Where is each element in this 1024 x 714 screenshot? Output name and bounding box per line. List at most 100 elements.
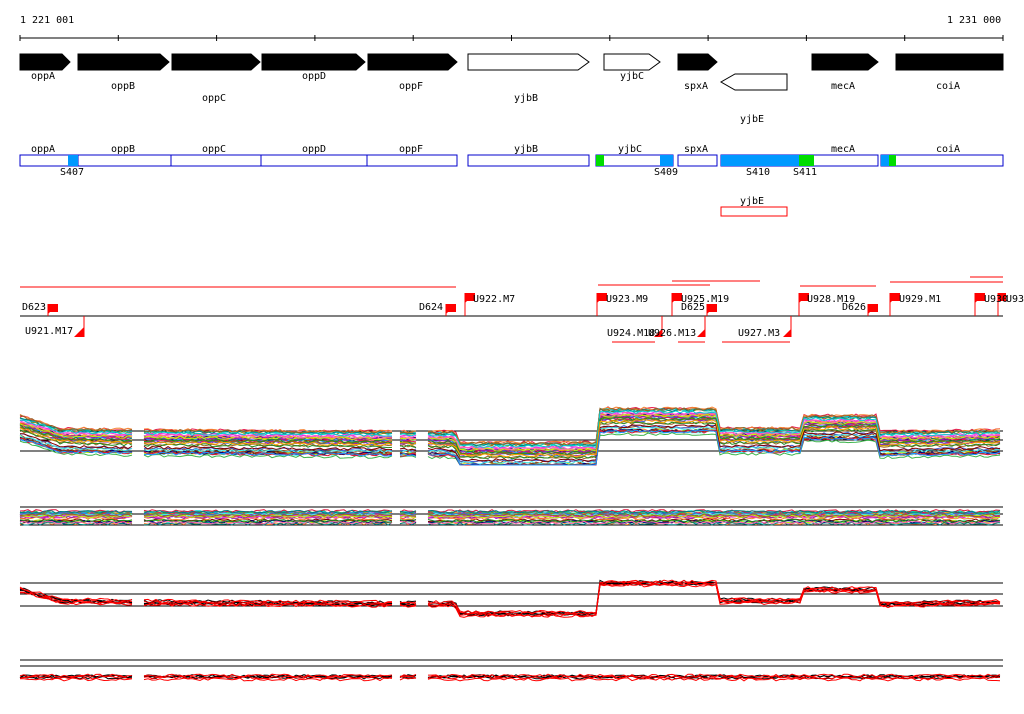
gene-arrow	[77, 53, 170, 71]
marker-track: D623 D624 U922.M7 U923.M9 U925.M19 D625 …	[20, 276, 1024, 343]
gene-yjbC[interactable]: yjbC	[603, 53, 661, 82]
expression-series-line	[19, 675, 1001, 680]
gene-label: oppD	[302, 71, 326, 82]
gene-oppD[interactable]: oppD	[261, 53, 366, 82]
marker-block	[48, 304, 58, 312]
gene-label: yjbC	[620, 71, 644, 82]
transcript-label: oppD	[302, 144, 326, 155]
transcript-spxA[interactable]: spxA	[677, 144, 718, 167]
segment-s411-fill	[799, 155, 814, 166]
gene-oppC[interactable]: oppC	[171, 53, 261, 104]
expression-series-line	[20, 677, 1001, 682]
expression-series-line	[19, 513, 1001, 518]
segment-green-fill	[596, 155, 604, 166]
segment-s409-fill	[660, 155, 673, 166]
gene-label: coiA	[936, 81, 960, 92]
expression-series-line	[19, 429, 1001, 466]
gene-arrow	[261, 53, 366, 71]
marker-group	[47, 293, 1006, 343]
gene-label: oppA	[31, 71, 55, 82]
transcript-coiA[interactable]: coiA	[880, 144, 1004, 167]
antisense-transcript-yjbE[interactable]: yjbE	[720, 196, 788, 217]
segment-blue-small	[881, 155, 889, 166]
expression-series-line	[19, 518, 1001, 523]
marker-block	[707, 304, 717, 312]
marker-label-d624[interactable]: D624	[419, 302, 443, 313]
gene-oppA[interactable]: oppA	[19, 53, 71, 82]
segment-green-small	[889, 155, 896, 166]
marker-flag	[697, 329, 705, 337]
transcript-oppB[interactable]: oppB	[77, 144, 172, 167]
gene-spxA[interactable]: spxA	[677, 53, 718, 92]
expression-series-line	[19, 673, 1001, 678]
marker-label-d626[interactable]: D626	[842, 302, 866, 313]
expression-series-line	[19, 409, 1001, 449]
marker-block	[975, 293, 985, 301]
gene-oppF[interactable]: oppF	[367, 53, 458, 92]
gene-yjbE[interactable]: yjbE	[719, 73, 788, 125]
expression-series-line	[19, 582, 1001, 617]
expression-series-line	[19, 429, 1001, 466]
transcript-label: yjbC	[618, 144, 642, 155]
transcript-label: yjbB	[514, 144, 538, 155]
coordinate-ruler: 1 221 001 1 231 000	[19, 15, 1004, 41]
marker-label-u930[interactable]: U930	[984, 294, 1008, 305]
expression-series-line	[19, 426, 1001, 465]
marker-flag	[654, 329, 662, 337]
expression-series-line	[19, 521, 1001, 526]
segment-label: S407	[60, 167, 84, 178]
transcript-track: oppA oppB oppC oppD oppF yjbB yjbC spxA	[19, 144, 1004, 217]
marker-block	[799, 293, 809, 301]
gene-mecA[interactable]: mecA	[811, 53, 879, 92]
expression-series-line	[19, 407, 1001, 446]
gene-yjbB[interactable]: yjbB	[467, 53, 590, 104]
antisense-box	[720, 206, 788, 217]
transcript-label: oppF	[399, 144, 423, 155]
expression-series-line	[19, 581, 1001, 616]
transcript-label: oppC	[202, 144, 226, 155]
transcript-label: coiA	[936, 144, 960, 155]
marker-label-u924[interactable]: U924.M18	[607, 328, 655, 339]
transcript-oppD[interactable]: oppD	[260, 144, 368, 167]
expression-series-line	[19, 417, 1001, 456]
transcript-oppC[interactable]: oppC	[170, 144, 262, 167]
expression-track-selected-detail	[19, 659, 1003, 682]
marker-label-u921[interactable]: U921.M17	[25, 326, 73, 337]
transcript-yjbB[interactable]: yjbB	[467, 144, 590, 167]
marker-block	[446, 304, 456, 312]
expression-series-line	[19, 419, 1001, 458]
transcript-label: oppB	[111, 144, 135, 155]
gene-oppB[interactable]: oppB	[77, 53, 170, 92]
transcript-box	[260, 154, 368, 167]
transcript-oppF[interactable]: oppF	[366, 144, 458, 167]
gene-label: oppC	[202, 93, 226, 104]
marker-label-u926[interactable]: U926.M13	[648, 328, 696, 339]
expression-series-line	[19, 410, 1001, 450]
expression-series-line	[19, 579, 1001, 615]
segment-label: S411	[793, 167, 817, 178]
gene-arrow	[467, 53, 590, 71]
marker-block	[868, 304, 878, 312]
gene-track: oppA oppB oppC oppD oppF yjbB yjbC spxA	[19, 53, 1004, 125]
segment-label: S410	[746, 167, 770, 178]
marker-label-u931[interactable]: U931	[1006, 294, 1024, 305]
expression-series-line	[20, 583, 1001, 618]
expression-series-line	[20, 423, 1001, 463]
marker-label-u927[interactable]: U927.M3	[738, 328, 780, 339]
marker-label-u922[interactable]: U922.M7	[473, 294, 515, 305]
marker-label-u923[interactable]: U923.M9	[606, 294, 648, 305]
gene-label: mecA	[831, 81, 855, 92]
expression-series-line	[19, 425, 1001, 465]
gene-arrow	[367, 53, 458, 71]
marker-label-u928[interactable]: U928.M19	[807, 294, 855, 305]
transcript-box	[170, 154, 262, 167]
marker-block	[998, 293, 1006, 301]
marker-label-u925[interactable]: U925.M19	[681, 294, 729, 305]
gene-coiA[interactable]: coiA	[895, 53, 1004, 92]
marker-label-d625[interactable]: D625	[681, 302, 705, 313]
gene-label: oppB	[111, 81, 135, 92]
marker-label-d623[interactable]: D623	[22, 302, 46, 313]
marker-label-u929[interactable]: U929.M1	[899, 294, 941, 305]
transcript-box	[880, 154, 1004, 167]
transcript-box	[677, 154, 718, 167]
